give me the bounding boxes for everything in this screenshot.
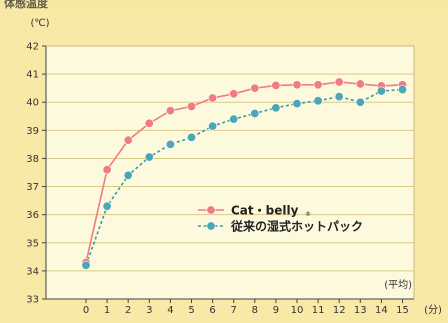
top-strip: 体感温度 bbox=[0, 0, 448, 10]
series-1-point-0 bbox=[81, 260, 91, 270]
y-tick-labels: 33 34 35 36 37 38 39 40 41 42 bbox=[26, 42, 39, 306]
series-1-point-1 bbox=[102, 201, 112, 211]
y-tick-label-39: 39 bbox=[26, 126, 39, 137]
x-tick-label-2: 2 bbox=[125, 305, 131, 316]
legend-marker-1 bbox=[206, 221, 216, 231]
series-0-point-4 bbox=[165, 106, 175, 116]
legend-label-1: 従来の湿式ホットパック bbox=[230, 219, 363, 234]
x-tick-label-15: 15 bbox=[396, 305, 409, 316]
series-1-point-5 bbox=[187, 132, 197, 142]
series-1-point-12 bbox=[334, 92, 344, 102]
series-0-point-2 bbox=[123, 135, 133, 145]
x-tick-label-1: 1 bbox=[104, 305, 110, 316]
y-tick-label-37: 37 bbox=[26, 182, 39, 193]
x-tick-label-11: 11 bbox=[312, 305, 325, 316]
axes bbox=[42, 45, 415, 303]
series-1-point-8 bbox=[250, 108, 260, 118]
series-line-0 bbox=[85, 81, 403, 263]
x-tick-label-0: 0 bbox=[83, 305, 89, 316]
series-1-point-10 bbox=[292, 99, 302, 109]
series-0-point-6 bbox=[208, 93, 218, 103]
series-1-point-2 bbox=[123, 170, 133, 180]
legend-label-0: Cat・belly bbox=[231, 204, 299, 218]
series-0-point-3 bbox=[144, 118, 154, 128]
x-tick-label-6: 6 bbox=[209, 305, 215, 316]
series-1-point-15 bbox=[397, 85, 407, 95]
x-tick-label-13: 13 bbox=[354, 305, 367, 316]
series-1-point-13 bbox=[355, 97, 365, 107]
series-0-point-8 bbox=[250, 83, 260, 93]
x-tick-label-14: 14 bbox=[375, 305, 388, 316]
series-1-point-14 bbox=[376, 86, 386, 96]
y-tick-label-38: 38 bbox=[26, 154, 39, 165]
legend-marker-0 bbox=[206, 205, 216, 215]
series-0-point-1 bbox=[102, 165, 112, 175]
average-note: (平均) bbox=[384, 279, 412, 291]
series-0-point-7 bbox=[229, 89, 239, 99]
y-tick-label-36: 36 bbox=[26, 210, 39, 221]
series-1-point-7 bbox=[229, 114, 239, 124]
y-unit-label: (℃) bbox=[30, 18, 49, 29]
series-markers bbox=[81, 77, 407, 270]
series-1-point-4 bbox=[165, 139, 175, 149]
y-tick-label-40: 40 bbox=[26, 98, 39, 109]
y-tick-label-41: 41 bbox=[26, 70, 39, 81]
series-1-point-6 bbox=[208, 121, 218, 131]
x-tick-label-12: 12 bbox=[333, 305, 346, 316]
series-1-point-3 bbox=[144, 152, 154, 162]
legend-trademark-0: ® bbox=[305, 211, 311, 218]
series-1-point-11 bbox=[313, 96, 323, 106]
y-tick-label-34: 34 bbox=[26, 266, 39, 277]
series-0-point-12 bbox=[334, 77, 344, 87]
x-tick-label-5: 5 bbox=[188, 305, 194, 316]
x-tick-label-8: 8 bbox=[252, 305, 258, 316]
series-0-point-13 bbox=[355, 79, 365, 89]
x-tick-labels: 0 1 2 3 4 5 6 7 8 9 10 11 12 13 14 15 bbox=[83, 305, 409, 316]
x-tick-label-3: 3 bbox=[146, 305, 152, 316]
y-tick-label-42: 42 bbox=[26, 42, 39, 53]
heading-fragment: 体感温度 bbox=[4, 0, 48, 10]
series-1-point-9 bbox=[271, 103, 281, 113]
series-line-1 bbox=[85, 88, 403, 266]
y-tick-label-35: 35 bbox=[26, 238, 39, 249]
x-unit-label: (分) bbox=[424, 304, 442, 316]
x-tick-label-4: 4 bbox=[167, 305, 173, 316]
x-tick-label-7: 7 bbox=[231, 305, 237, 316]
series-0-point-9 bbox=[271, 80, 281, 90]
series-0-point-5 bbox=[187, 101, 197, 111]
series-lines bbox=[85, 81, 403, 266]
legend: Cat・belly ®従来の湿式ホットパック bbox=[198, 204, 363, 234]
y-tick-label-33: 33 bbox=[26, 295, 39, 306]
x-tick-label-10: 10 bbox=[291, 305, 304, 316]
series-0-point-10 bbox=[292, 80, 302, 90]
series-0-point-11 bbox=[313, 80, 323, 90]
x-tick-label-9: 9 bbox=[273, 305, 279, 316]
